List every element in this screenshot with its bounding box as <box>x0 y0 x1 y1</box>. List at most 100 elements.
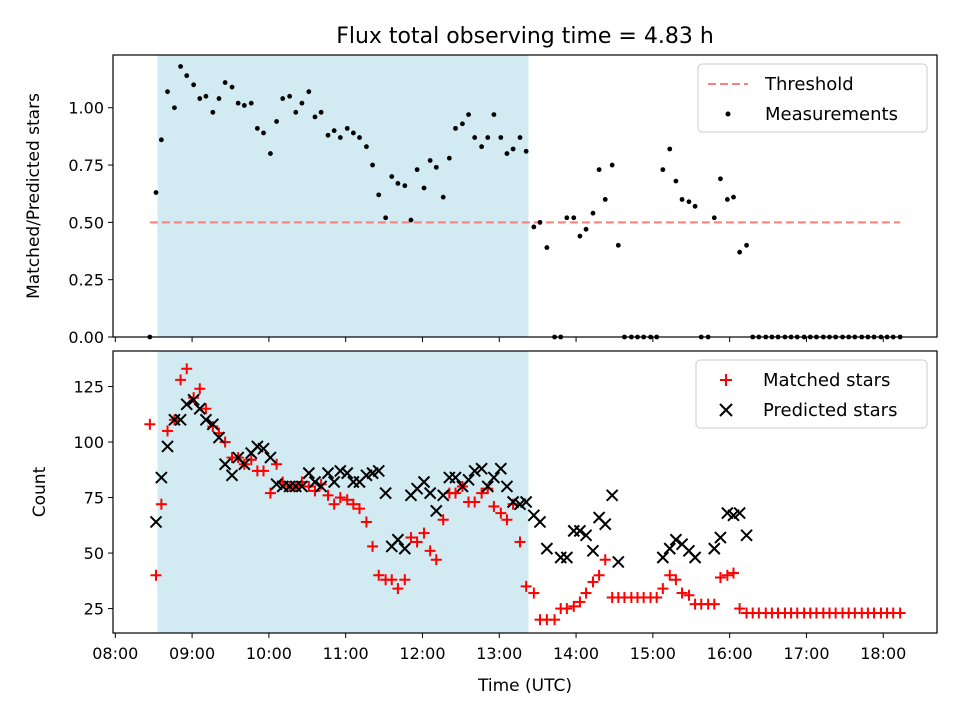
matched-star-point <box>568 600 580 612</box>
predicted-star-point <box>449 471 462 484</box>
matched-star-point <box>219 436 231 448</box>
predicted-star-point <box>161 440 174 453</box>
bottom-legend: Matched stars Predicted stars <box>695 359 928 429</box>
y-tick-label: 25 <box>84 600 104 619</box>
measurement-point <box>331 128 337 134</box>
matched-star-point <box>424 545 436 557</box>
measurement-point <box>158 137 164 143</box>
measurement-point <box>376 192 382 198</box>
measurement-point <box>165 89 170 95</box>
matched-star-point <box>593 569 605 581</box>
y-tick-label: 125 <box>73 378 104 397</box>
predicted-star-point <box>586 544 600 558</box>
top-panel: Flux total observing time = 4.83 h 0.000… <box>24 24 938 347</box>
measurement-point <box>184 73 190 79</box>
x-tick-label: 18:00 <box>860 644 906 663</box>
predicted-star-point <box>372 464 385 478</box>
predicted-star-point <box>264 451 277 464</box>
matched-star-point <box>162 425 174 437</box>
top-y-axis-label: Matched/Predicted stars <box>24 93 44 299</box>
x-tick-label: 13:00 <box>476 644 522 663</box>
predicted-star-point <box>656 551 670 564</box>
measurement-point <box>306 89 312 95</box>
measurement-point <box>197 96 203 101</box>
measurement-point <box>268 151 273 156</box>
bottom-y-axis: 25 50 75 100 125 <box>73 378 113 619</box>
predicted-star-point <box>688 551 702 564</box>
measurement-point <box>287 93 293 99</box>
matched-star-point <box>418 527 430 539</box>
matched-star-point <box>507 498 519 510</box>
measurement-point <box>660 167 666 173</box>
legend-matched-swatch <box>720 374 732 386</box>
y-tick-label: 0.50 <box>68 213 104 232</box>
matched-star-point <box>271 458 283 470</box>
matched-star-point <box>399 574 411 586</box>
matched-star-point <box>405 532 417 544</box>
measurement-point <box>679 197 685 202</box>
predicted-star-point <box>206 418 220 431</box>
measurement-point <box>312 114 318 120</box>
measurement-point <box>357 135 362 140</box>
matched-star-point <box>373 569 385 581</box>
matched-star-point <box>341 494 353 506</box>
matched-star-point <box>150 569 162 581</box>
predicted-star-point <box>533 515 547 529</box>
measurement-point <box>337 135 343 140</box>
matched-star-point <box>520 580 532 592</box>
predicted-star-point <box>187 393 200 407</box>
matched-star-point <box>528 587 540 599</box>
observing-window-shade <box>157 351 529 633</box>
predicted-star-point <box>612 555 625 569</box>
predicted-star-point <box>599 517 612 531</box>
measurement-point <box>280 96 286 101</box>
measurement-point <box>344 125 350 131</box>
predicted-star-point <box>238 458 251 471</box>
predicted-star-point <box>398 542 412 555</box>
shaded-span <box>157 55 529 337</box>
predicted-star-point <box>468 464 481 478</box>
matched-star-point <box>175 374 187 386</box>
predicted-star-point <box>740 529 753 542</box>
predicted-star-point <box>554 551 567 564</box>
matched-star-point <box>200 403 212 415</box>
measurement-point <box>498 135 504 140</box>
predicted-star-point <box>379 486 392 500</box>
y-tick-label: 1.00 <box>68 99 104 118</box>
measurement-point <box>216 96 222 101</box>
predicted-star-point <box>391 533 405 546</box>
predicted-star-point <box>417 475 431 489</box>
measurement-point <box>692 203 698 209</box>
measurement-point <box>737 249 743 255</box>
y-tick-label: 50 <box>84 544 104 563</box>
matched-star-point <box>676 587 688 599</box>
measurement-point <box>408 217 414 223</box>
measurement-point <box>596 167 602 173</box>
predicted-star-point <box>494 462 508 475</box>
matched-star-point <box>561 603 573 615</box>
predicted-star-point <box>437 489 450 502</box>
predicted-star-point <box>314 480 328 493</box>
legend-matched-label: Matched stars <box>763 370 890 391</box>
measurement-point <box>686 199 692 205</box>
matched-star-point <box>264 487 276 499</box>
predicted-star-point <box>155 471 168 484</box>
measurement-point <box>318 109 324 115</box>
predicted-star-point <box>669 533 683 546</box>
predicted-star-point <box>733 506 746 520</box>
predicted-star-point <box>225 469 239 482</box>
measurement-point <box>402 183 408 189</box>
measurement-point <box>241 103 247 108</box>
measurement-point <box>531 224 537 230</box>
predicted-star-point <box>475 462 488 475</box>
measurement-point <box>479 144 485 150</box>
matched-star-point <box>734 603 746 615</box>
measurement-point <box>453 125 458 131</box>
predicted-star-point <box>174 413 187 427</box>
measurement-point <box>389 174 395 179</box>
matched-star-point <box>188 392 200 404</box>
measurement-point <box>427 158 433 163</box>
y-tick-label: 75 <box>84 489 104 508</box>
matched-star-point <box>181 363 193 375</box>
